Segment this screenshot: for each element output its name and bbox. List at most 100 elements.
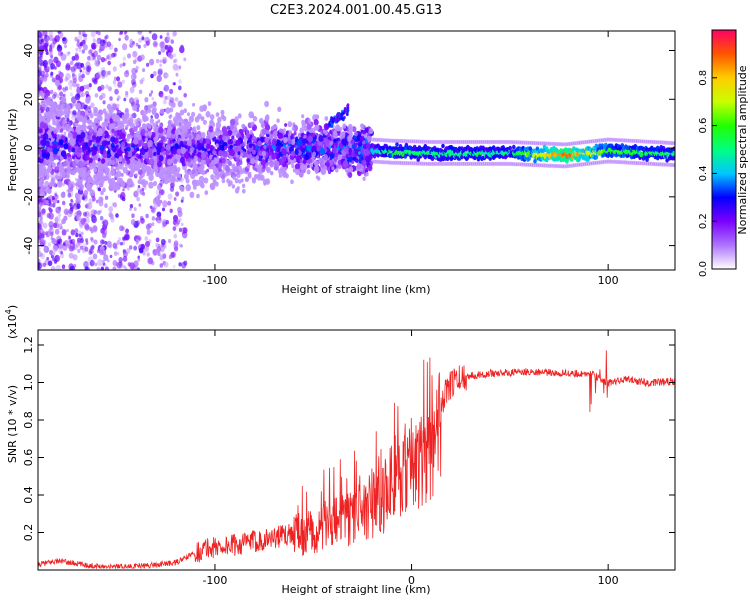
spectrogram-cell xyxy=(358,141,363,147)
spectrogram-cell xyxy=(41,208,46,216)
spectrogram-cell xyxy=(173,158,178,165)
spectrogram-cell xyxy=(103,254,109,261)
spectrogram-cell xyxy=(68,252,74,259)
spectrogram-cell xyxy=(124,267,128,270)
spectrogram-cell xyxy=(150,115,153,119)
spectrogram-cell xyxy=(101,232,107,239)
spectrogram-cell xyxy=(124,233,130,241)
spectrogram-cell xyxy=(84,142,89,147)
spectrogram-cell xyxy=(185,133,189,138)
spectrogram-cell xyxy=(151,33,158,41)
spectrogram-cell xyxy=(98,248,104,256)
spectrogram-cell xyxy=(205,158,211,165)
spectrogram-cell xyxy=(102,126,106,132)
spectrogram-cell xyxy=(107,259,110,263)
spectrogram-cell xyxy=(108,212,113,218)
spectrogram-cell xyxy=(263,181,267,186)
spectrogram-cell xyxy=(364,148,370,156)
spectrogram-cell xyxy=(313,119,319,126)
spectrogram-cell xyxy=(44,180,50,188)
spectrogram-cell xyxy=(83,211,87,217)
spectrogram-cell xyxy=(79,181,83,186)
spectrogram-cell xyxy=(124,34,129,41)
spectrogram-cell xyxy=(52,40,56,45)
spectrogram-cell xyxy=(140,54,145,61)
spectrogram-cell xyxy=(59,242,62,246)
spectrogram-cell xyxy=(263,144,267,149)
spectrogram-cell xyxy=(245,132,251,139)
spectrogram-cell xyxy=(107,149,111,154)
spectrogram-cell xyxy=(52,147,59,155)
spectrogram-cell xyxy=(96,54,102,61)
spectrogram-cell xyxy=(168,254,173,260)
spectrogram-cell xyxy=(133,260,139,268)
spectrogram-cell xyxy=(299,163,306,171)
spectrogram-cell xyxy=(87,55,91,61)
spectrogram-cell xyxy=(146,252,150,257)
spectrogram-cell xyxy=(238,179,242,184)
spectrogram-cell xyxy=(38,199,41,206)
spectrogram-cell xyxy=(167,200,172,206)
spectrogram-cell xyxy=(147,257,154,265)
spectrogram-cell xyxy=(52,222,58,229)
spectrogram-cell xyxy=(72,254,78,261)
spectrogram-cell xyxy=(113,251,118,256)
spectrogram-cell xyxy=(96,267,101,270)
spectrogram-cell xyxy=(206,143,211,149)
spectrogram-cell xyxy=(56,44,63,52)
spectrogram-cell xyxy=(53,129,57,134)
spectrogram-cell xyxy=(276,146,281,153)
spectrogram-cell xyxy=(85,224,90,230)
spectrogram-cell xyxy=(38,66,42,71)
spectrogram-cell xyxy=(55,215,61,223)
spectrogram-cell xyxy=(150,90,154,94)
spectrogram-cell xyxy=(76,237,81,243)
spectrogram-cell xyxy=(47,188,52,195)
spectrogram-cell xyxy=(77,34,83,41)
spectrogram-cell xyxy=(80,131,86,139)
spectrogram-cell xyxy=(142,68,146,73)
spectrogram-cell xyxy=(50,71,54,76)
spectrogram-cell xyxy=(251,135,257,143)
spectrogram-cell xyxy=(318,135,324,142)
spectrogram-cell xyxy=(69,202,72,207)
spectrogram-cell xyxy=(196,125,201,131)
spectrogram-cell xyxy=(49,147,53,153)
spectrogram-cell xyxy=(311,145,317,152)
spectrogram-cell xyxy=(79,161,85,168)
spectrogram-cell xyxy=(57,123,61,128)
spectrogram-cell xyxy=(56,200,60,204)
spectrogram-cell xyxy=(295,168,300,176)
spectrogram-cell xyxy=(215,121,222,129)
spectrogram-cell xyxy=(166,131,172,139)
spectrogram-cell xyxy=(215,143,219,148)
spectrogram-cell xyxy=(42,59,48,67)
spectrogram-cell xyxy=(158,90,164,98)
spectrogram-cell xyxy=(98,115,103,122)
spectrogram-cell xyxy=(75,93,81,101)
spectrogram-cell xyxy=(217,116,222,123)
spectrogram-cell xyxy=(56,138,59,143)
spectrogram-cell xyxy=(221,178,226,184)
spectrogram-cell xyxy=(188,170,192,176)
spectrogram-cell xyxy=(94,59,100,67)
spectrogram-cell xyxy=(222,150,228,158)
spectrogram-cell xyxy=(93,106,99,114)
spectrogram-cell xyxy=(57,31,62,34)
spectrogram-cell xyxy=(172,116,178,123)
spectrogram-cell xyxy=(261,128,267,135)
spectrogram-cell xyxy=(179,109,185,116)
spectrogram-cell xyxy=(68,80,74,87)
spectrogram-cell xyxy=(91,215,97,224)
spectrogram-cell xyxy=(38,230,42,237)
spectrogram-cell xyxy=(100,266,105,270)
spectrogram-cell xyxy=(99,163,104,169)
spectrogram-cell xyxy=(156,142,163,150)
spectrogram-cell xyxy=(171,134,176,139)
spectrogram-cell xyxy=(48,182,53,187)
spectrogram-cell xyxy=(155,58,160,64)
spectrogram-cell xyxy=(156,246,162,253)
spectrogram-cell xyxy=(117,194,121,198)
spectrogram-cell xyxy=(55,264,61,270)
